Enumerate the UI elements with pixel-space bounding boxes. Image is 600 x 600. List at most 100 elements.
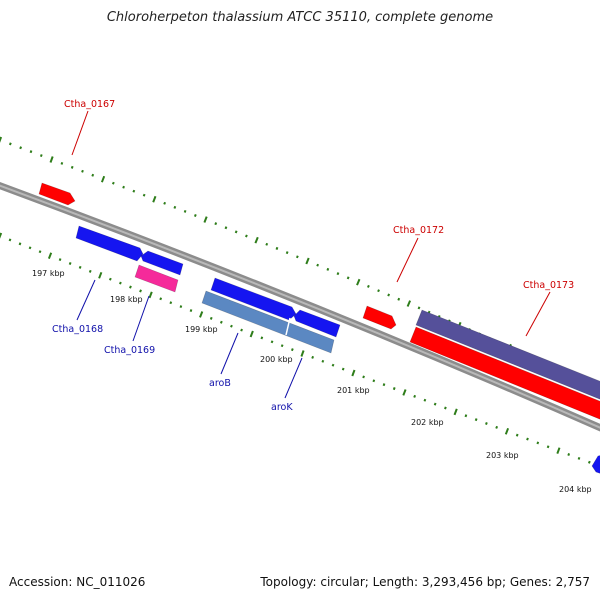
callout-ctha-0173: [525, 291, 551, 337]
outer-tick: [275, 246, 279, 250]
inner-tick: [290, 348, 294, 352]
outer-tick: [183, 209, 187, 213]
inner-tick: [58, 258, 62, 262]
inner-tick: [413, 394, 417, 398]
inner-tick: [444, 406, 447, 410]
outer-tick: [49, 156, 54, 163]
outer-tick: [305, 257, 310, 265]
label-ctha-0173[interactable]: Ctha_0173: [523, 280, 574, 291]
gene-separator: [285, 317, 291, 336]
outer-tick: [8, 142, 12, 146]
inner-tick: [240, 328, 243, 332]
inner-tick: [119, 281, 122, 285]
inner-tick: [129, 285, 132, 289]
inner-tick: [556, 447, 561, 454]
label-aroK[interactable]: aroK: [271, 402, 293, 413]
inner-tick: [169, 301, 173, 305]
outer-tick: [81, 169, 84, 173]
callout-ctha-0169: [132, 295, 150, 342]
gene-ctha-0173[interactable]: [409, 326, 600, 420]
scale-label-198kbp: 198 kbp: [110, 295, 143, 304]
outer-tick: [60, 161, 64, 165]
inner-tick: [18, 242, 22, 246]
outer-tick: [142, 193, 146, 197]
inner-tick: [474, 418, 478, 422]
gene-ctha-0173-slate[interactable]: [415, 309, 600, 400]
outer-tick: [397, 297, 401, 301]
inner-tick: [38, 250, 42, 254]
gene-ctha-0168[interactable]: [75, 225, 144, 262]
inner-tick: [300, 350, 305, 357]
inner-tick: [199, 311, 204, 318]
callout-aroK: [284, 357, 303, 399]
outer-tick: [0, 136, 3, 143]
outer-tick: [295, 255, 299, 259]
outer-tick: [193, 214, 197, 217]
inner-tick: [382, 383, 386, 387]
inner-tick: [362, 375, 365, 379]
gene-aroK[interactable]: [293, 309, 341, 338]
callout-aroB: [220, 332, 239, 375]
inner-tick: [485, 422, 488, 425]
scale-label-200kbp: 200 kbp: [260, 355, 293, 364]
outer-tick: [234, 230, 238, 234]
label-ctha-0169[interactable]: Ctha_0169: [104, 345, 155, 356]
inner-tick: [230, 324, 233, 328]
inner-tick: [577, 456, 581, 460]
gene-aroB[interactable]: [210, 277, 297, 321]
label-aroB[interactable]: aroB: [209, 378, 231, 389]
inner-tick: [260, 336, 264, 340]
scale-label-204kbp: 204 kbp: [559, 485, 592, 494]
outer-tick: [173, 205, 177, 209]
callout-ctha-0172: [396, 237, 419, 283]
scale-label-201kbp: 201 kbp: [337, 386, 370, 395]
inner-tick: [515, 433, 519, 437]
gene-steel-segment[interactable]: [201, 290, 335, 354]
inner-tick: [68, 262, 72, 265]
callout-ctha-0168: [76, 279, 96, 321]
outer-tick: [326, 267, 330, 271]
gene-ctha-0167[interactable]: [38, 182, 76, 206]
inner-tick: [526, 437, 529, 441]
inner-tick: [331, 363, 335, 367]
inner-tick: [504, 427, 510, 435]
inner-tick: [372, 379, 376, 383]
genome-summary-text: Topology: circular; Length: 3,293,456 bp…: [260, 575, 590, 589]
outer-tick: [70, 165, 74, 169]
outer-tick: [111, 181, 115, 185]
gene-ctha-0168b[interactable]: [140, 250, 184, 276]
outer-tick: [356, 278, 361, 286]
outer-tick: [417, 306, 421, 310]
inner-tick: [139, 289, 142, 293]
inner-tick: [464, 414, 468, 418]
outer-tick: [366, 284, 370, 288]
gene-edge-blue[interactable]: [591, 455, 600, 474]
outer-tick: [244, 234, 248, 238]
outer-tick: [214, 222, 218, 226]
gene-ctha-0169[interactable]: [134, 264, 179, 293]
inner-tick: [280, 344, 284, 348]
outer-tick: [203, 216, 208, 223]
inner-tick: [423, 398, 427, 402]
outer-tick: [100, 175, 106, 183]
outer-tick: [265, 242, 269, 246]
label-ctha-0172[interactable]: Ctha_0172: [393, 225, 444, 236]
scale-label-197kbp: 197 kbp: [32, 269, 65, 278]
outer-tick: [254, 236, 259, 244]
outer-tick: [377, 289, 380, 293]
outer-tick: [39, 154, 43, 158]
outer-tick: [163, 201, 167, 205]
inner-tick: [179, 305, 183, 309]
inner-tick: [159, 297, 163, 301]
inner-tick: [148, 291, 153, 299]
backbone-highlight: [0, 184, 600, 429]
outer-tick: [336, 272, 340, 276]
label-ctha-0167[interactable]: Ctha_0167: [64, 99, 115, 110]
inner-tick: [402, 389, 407, 396]
inner-tick: [433, 402, 437, 406]
gene-ctha-0172[interactable]: [362, 305, 397, 330]
inner-tick: [0, 232, 3, 239]
outer-tick: [132, 189, 136, 193]
inner-tick: [453, 408, 458, 416]
label-ctha-0168[interactable]: Ctha_0168: [52, 324, 103, 335]
